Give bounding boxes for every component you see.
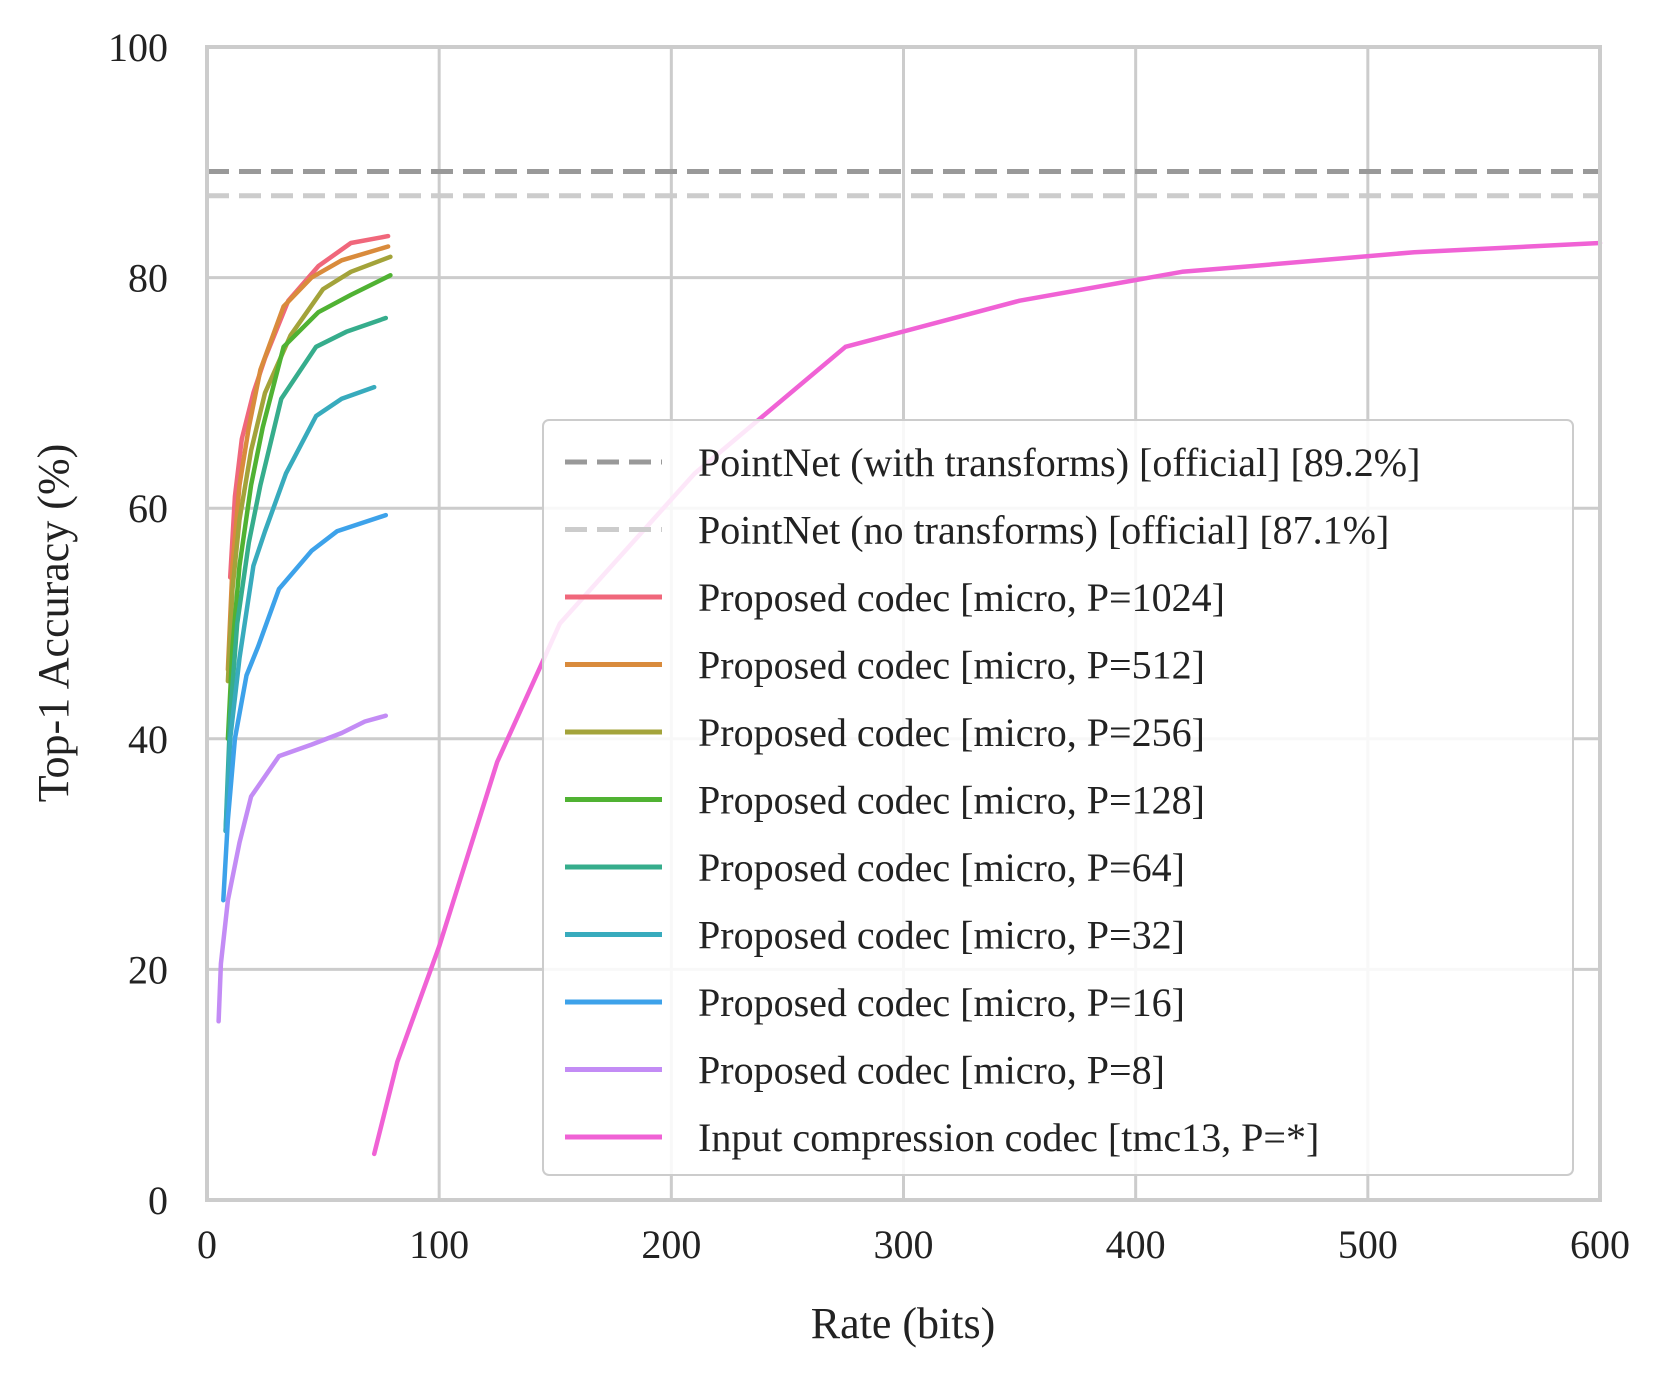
x-tick-label: 0	[197, 1222, 217, 1267]
x-axis-label: Rate (bits)	[811, 1299, 996, 1348]
series-line	[216, 713, 389, 1024]
legend-label: Input compression codec [tmc13, P=*]	[698, 1115, 1319, 1160]
legend-label: Proposed codec [micro, P=32]	[698, 913, 1185, 958]
legend-label: Proposed codec [micro, P=8]	[698, 1048, 1165, 1093]
y-axis-label: Top-1 Accuracy (%)	[29, 444, 78, 803]
series-line	[221, 512, 389, 903]
x-tick-label: 100	[409, 1222, 469, 1267]
x-tick-label: 200	[641, 1222, 701, 1267]
y-tick-label: 40	[128, 717, 168, 762]
legend-label: Proposed codec [micro, P=64]	[698, 845, 1185, 890]
y-tick-label: 0	[148, 1178, 168, 1223]
series-lines	[216, 233, 1603, 1157]
legend-label: Proposed codec [micro, P=128]	[698, 778, 1205, 823]
legend-label: PointNet (with transforms) [official] [8…	[698, 440, 1420, 485]
x-tick-label: 300	[874, 1222, 934, 1267]
x-tick-label: 600	[1570, 1222, 1630, 1267]
series-line	[225, 254, 393, 684]
y-tick-label: 80	[128, 256, 168, 301]
y-ticks: 0 20 40 60 80 100	[108, 25, 168, 1223]
series-line	[223, 315, 389, 834]
y-tick-label: 20	[128, 947, 168, 992]
series-line	[225, 244, 391, 672]
reference-lines	[207, 169, 1600, 199]
y-tick-label: 60	[128, 486, 168, 531]
x-tick-label: 400	[1106, 1222, 1166, 1267]
legend-label: Proposed codec [micro, P=256]	[698, 710, 1205, 755]
x-ticks: 0 100 200 300 400 500 600	[197, 1222, 1630, 1267]
x-tick-label: 500	[1338, 1222, 1398, 1267]
legend-label: Proposed codec [micro, P=16]	[698, 980, 1185, 1025]
legend: PointNet (with transforms) [official] [8…	[542, 419, 1574, 1176]
plot-frame	[205, 45, 1602, 1202]
series-line	[225, 273, 393, 742]
y-tick-label: 100	[108, 25, 168, 70]
legend-label: Proposed codec [micro, P=1024]	[698, 575, 1225, 620]
series-line	[223, 384, 377, 834]
series-line	[371, 240, 1603, 1157]
legend-box	[542, 419, 1574, 1176]
legend-label: Proposed codec [micro, P=512]	[698, 643, 1205, 688]
legend-label: PointNet (no transforms) [official] [87.…	[698, 508, 1389, 553]
